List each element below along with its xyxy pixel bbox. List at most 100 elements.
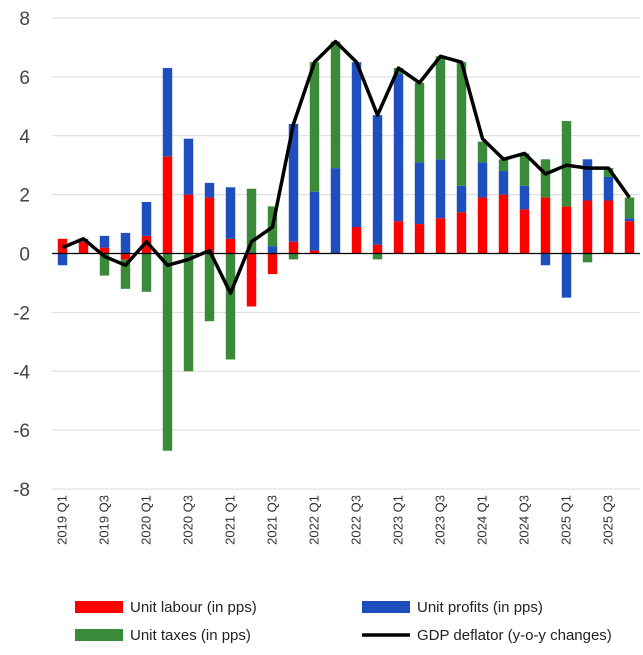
bar — [498, 159, 509, 172]
bar — [330, 168, 341, 254]
x-tick-label: 2021 Q3 — [265, 495, 280, 545]
bar — [435, 218, 446, 254]
bar — [414, 82, 425, 163]
bar — [141, 253, 152, 292]
bar — [246, 188, 257, 254]
x-tick-label: 2025 Q1 — [559, 495, 574, 545]
legend-swatch — [362, 601, 410, 613]
bar — [624, 218, 635, 222]
bar — [183, 138, 194, 195]
x-tick-label: 2024 Q1 — [475, 495, 490, 545]
bar — [603, 176, 614, 201]
bar — [477, 197, 488, 254]
x-tick-label: 2019 Q3 — [97, 495, 112, 545]
bar — [162, 68, 173, 157]
bar — [393, 221, 404, 254]
x-tick-label: 2023 Q3 — [433, 495, 448, 545]
bar — [351, 227, 362, 254]
bar — [183, 194, 194, 254]
bar — [120, 253, 131, 260]
y-tick-label: 4 — [19, 127, 30, 148]
legend-label: Unit taxes (in pps) — [130, 627, 251, 644]
legend-label: Unit labour (in pps) — [130, 599, 257, 616]
bar — [267, 253, 278, 275]
bar — [519, 209, 530, 254]
bar — [309, 191, 320, 251]
bar — [99, 253, 110, 276]
bar — [99, 235, 110, 248]
bar — [225, 187, 236, 239]
y-tick-label: -8 — [13, 480, 30, 501]
bar — [456, 212, 467, 254]
bar — [225, 238, 236, 254]
bar — [120, 259, 131, 289]
bar — [351, 62, 362, 228]
bar — [288, 253, 299, 260]
legend-swatch — [75, 629, 123, 641]
bar — [603, 200, 614, 254]
bar — [519, 185, 530, 210]
x-tick-label: 2022 Q1 — [307, 495, 322, 545]
bar — [540, 253, 551, 266]
y-tick-label: -4 — [13, 362, 30, 383]
bar — [582, 253, 593, 263]
x-tick-label: 2020 Q3 — [181, 495, 196, 545]
bar — [477, 141, 488, 163]
bar — [267, 246, 278, 254]
x-tick-label: 2019 Q1 — [55, 495, 70, 545]
x-tick-label: 2021 Q1 — [223, 495, 238, 545]
legend-label: Unit profits (in pps) — [417, 599, 543, 616]
bar — [519, 153, 530, 186]
bar — [120, 232, 131, 254]
bar — [498, 194, 509, 254]
bar — [225, 253, 236, 360]
y-tick-label: 2 — [19, 186, 30, 207]
bar — [582, 159, 593, 201]
bar — [99, 247, 110, 254]
bar — [456, 62, 467, 186]
y-tick-label: 6 — [19, 68, 30, 89]
bar — [288, 241, 299, 254]
y-tick-label: 0 — [19, 245, 30, 266]
line — [61, 39, 631, 295]
bar — [309, 62, 320, 192]
bar — [204, 182, 215, 198]
legend-label: GDP deflator (y-o-y changes) — [417, 627, 612, 644]
bar — [78, 241, 89, 254]
bar — [498, 171, 509, 195]
x-tick-label: 2022 Q3 — [349, 495, 364, 545]
legend-swatch — [75, 601, 123, 613]
bar — [309, 250, 320, 254]
x-tick-label: 2020 Q1 — [139, 495, 154, 545]
bar — [162, 253, 173, 451]
bar — [204, 253, 215, 322]
bar — [141, 235, 152, 254]
y-tick-label: -6 — [13, 421, 30, 442]
bar — [414, 224, 425, 254]
bar — [477, 162, 488, 198]
bar — [372, 253, 383, 260]
x-tick-label: 2023 Q1 — [391, 495, 406, 545]
bar — [141, 201, 152, 236]
y-tick-label: 8 — [19, 9, 30, 30]
bar — [372, 115, 383, 245]
bar — [183, 253, 194, 372]
bar — [435, 56, 446, 160]
bar — [414, 162, 425, 225]
x-tick-label: 2025 Q3 — [601, 495, 616, 545]
bar — [393, 73, 404, 222]
bar — [540, 159, 551, 198]
bar — [582, 200, 593, 254]
bar — [330, 41, 341, 169]
y-tick-label: -2 — [13, 303, 30, 324]
bar — [456, 185, 467, 213]
bar — [246, 253, 257, 307]
bar — [204, 197, 215, 254]
bar — [435, 159, 446, 219]
bar — [603, 168, 614, 177]
bar — [540, 197, 551, 254]
bar — [57, 253, 68, 266]
bar — [561, 253, 572, 298]
bar — [162, 156, 173, 254]
